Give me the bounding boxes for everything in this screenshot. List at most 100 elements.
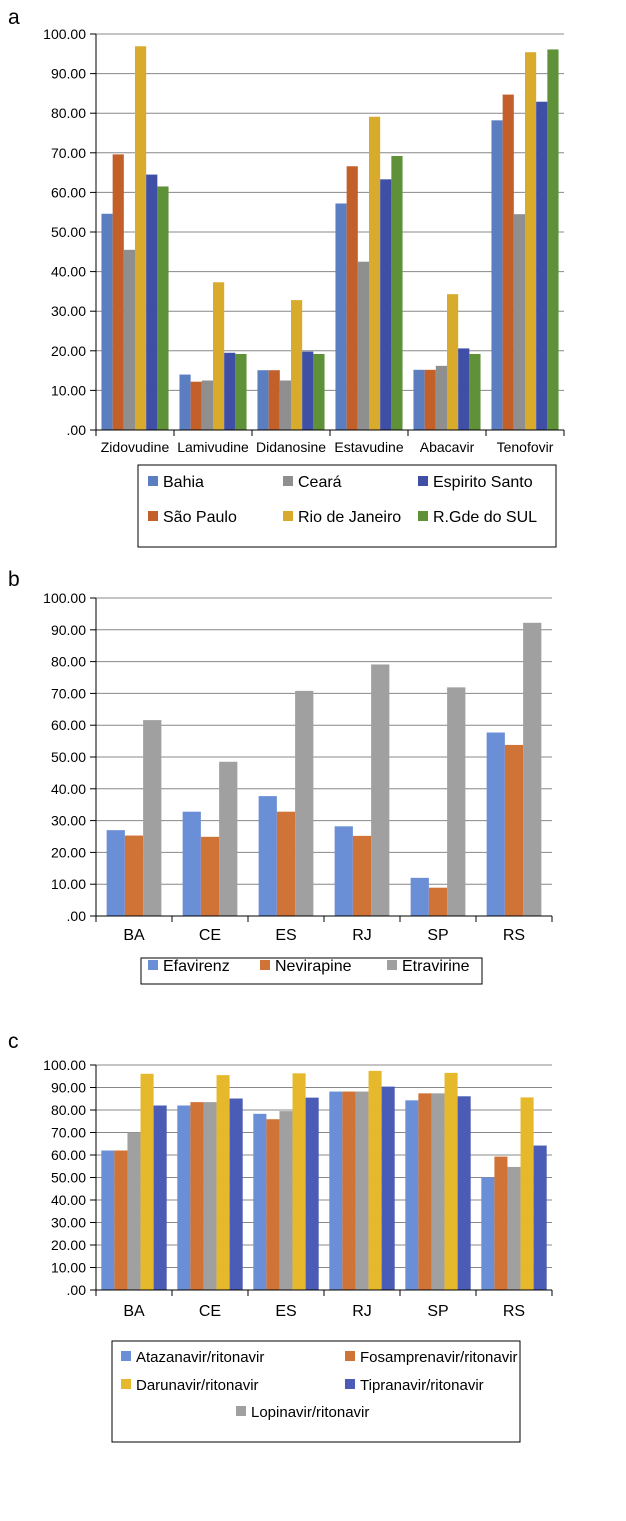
bar-c-s1-c5 bbox=[494, 1156, 508, 1290]
legend-entry: R.Gde do SUL bbox=[433, 509, 537, 526]
bar-c-s1-c3 bbox=[342, 1091, 356, 1290]
legend-entry: Bahia bbox=[163, 474, 204, 491]
legend-entry: Nevirapine bbox=[275, 958, 352, 975]
bar-b-s1-c4 bbox=[428, 887, 448, 916]
y-tick-label: 40.00 bbox=[51, 1192, 86, 1208]
bar-b-s2-c0 bbox=[143, 720, 162, 916]
y-tick-label: .00 bbox=[67, 908, 87, 924]
legend-swatch bbox=[418, 476, 428, 486]
bar-c-s4-c2 bbox=[305, 1097, 319, 1291]
bar-a-s5-c4 bbox=[469, 353, 481, 430]
y-tick-label: 80.00 bbox=[51, 1102, 86, 1118]
legend-swatch bbox=[283, 511, 293, 521]
legend-entry: São Paulo bbox=[163, 509, 237, 526]
legend-entry: Tipranavir/ritonavir bbox=[360, 1377, 484, 1394]
x-tick-label: RJ bbox=[352, 1303, 372, 1320]
bar-c-s4-c0 bbox=[153, 1105, 167, 1290]
x-tick-label: RJ bbox=[352, 927, 372, 944]
legend-swatch bbox=[260, 960, 270, 970]
bar-c-s2-c2 bbox=[279, 1111, 293, 1291]
bar-a-s5-c5 bbox=[547, 49, 559, 430]
legend-swatch bbox=[418, 511, 428, 521]
y-tick-label: .00 bbox=[67, 422, 87, 438]
y-tick-label: 90.00 bbox=[51, 66, 86, 82]
y-tick-label: 60.00 bbox=[51, 1147, 86, 1163]
chart-panel-c: c .00 10.00 20.00 30.00 40.00 50.00 60.00 70.00 8… bbox=[8, 1030, 553, 1443]
bar-a-s5-c1 bbox=[235, 353, 247, 430]
bar-a-s4-c3 bbox=[380, 179, 392, 430]
bar-b-s0-c1 bbox=[182, 811, 201, 916]
bar-b-s1-c1 bbox=[200, 836, 220, 916]
bar-c-s4-c4 bbox=[457, 1096, 471, 1290]
y-tick-label: 70.00 bbox=[51, 145, 86, 161]
x-tick-label: Estavudine bbox=[334, 439, 403, 455]
y-tick-label: 40.00 bbox=[51, 264, 86, 280]
bar-b-s1-c2 bbox=[276, 811, 296, 916]
bar-c-s2-c5 bbox=[507, 1166, 521, 1290]
legend-box bbox=[137, 464, 557, 548]
bar-c-s0-c4 bbox=[405, 1100, 419, 1290]
x-tick-label: SP bbox=[427, 927, 448, 944]
bar-b-s2-c4 bbox=[447, 687, 466, 916]
y-tick-label: 20.00 bbox=[51, 1237, 86, 1253]
bar-a-s5-c2 bbox=[313, 353, 325, 430]
x-tick-label: Tenofovir bbox=[497, 439, 554, 455]
bar-a-s0-c3 bbox=[335, 203, 347, 430]
bar-c-s3-c3 bbox=[368, 1070, 382, 1290]
legend-swatch bbox=[236, 1406, 246, 1416]
legend-swatch bbox=[345, 1379, 355, 1389]
legend-swatch bbox=[387, 960, 397, 970]
legend-swatch bbox=[121, 1351, 131, 1361]
legend: Bahia Ceará Espirito Santo São Paulo Rio de … bbox=[137, 464, 557, 548]
bar-c-s4-c5 bbox=[533, 1145, 547, 1290]
x-tick-label: ES bbox=[275, 927, 296, 944]
bar-c-s3-c4 bbox=[444, 1072, 458, 1291]
y-tick-label: 60.00 bbox=[51, 184, 86, 200]
bar-a-s0-c2 bbox=[257, 370, 269, 430]
legend-swatch bbox=[148, 511, 158, 521]
panel-label: c bbox=[8, 1030, 19, 1053]
bar-b-s0-c3 bbox=[334, 826, 353, 916]
legend-entry: Etravirine bbox=[402, 958, 470, 975]
bar-c-s0-c5 bbox=[481, 1177, 495, 1290]
x-tick-label: BA bbox=[123, 1303, 145, 1320]
x-tick-label: Abacavir bbox=[420, 439, 475, 455]
bar-c-s2-c1 bbox=[203, 1102, 217, 1291]
bar-c-s1-c1 bbox=[190, 1102, 204, 1291]
bar-a-s4-c4 bbox=[458, 348, 470, 430]
bar-a-s4-c5 bbox=[536, 101, 548, 430]
bar-a-s2-c3 bbox=[357, 261, 369, 430]
bar-a-s2-c2 bbox=[279, 380, 291, 430]
bar-c-s0-c2 bbox=[253, 1113, 267, 1290]
legend-box bbox=[140, 957, 483, 985]
chart-panel-a: a .00 10.00 20.00 30.00 40.00 50.00 60.00 70.00 8… bbox=[8, 6, 565, 548]
bar-a-s3-c3 bbox=[369, 116, 381, 430]
x-tick-label: CE bbox=[199, 927, 221, 944]
legend-entry: Atazanavir/ritonavir bbox=[136, 1349, 264, 1366]
bar-a-s3-c5 bbox=[525, 52, 537, 430]
bar-a-s0-c4 bbox=[413, 369, 425, 430]
bar-a-s1-c0 bbox=[112, 154, 124, 430]
x-tick-label: Zidovudine bbox=[101, 439, 170, 455]
bar-a-s4-c0 bbox=[146, 174, 158, 430]
bar-a-s3-c2 bbox=[291, 300, 303, 430]
bar-b-s0-c4 bbox=[410, 877, 429, 916]
legend-swatch bbox=[345, 1351, 355, 1361]
bar-a-s1-c2 bbox=[268, 370, 280, 430]
bar-a-s1-c5 bbox=[502, 94, 514, 430]
x-tick-label: SP bbox=[427, 1303, 448, 1320]
y-tick-label: 40.00 bbox=[51, 781, 86, 797]
x-tick-label: RS bbox=[503, 927, 525, 944]
y-tick-label: 70.00 bbox=[51, 685, 86, 701]
y-tick-label: 50.00 bbox=[51, 749, 86, 765]
y-tick-label: 100.00 bbox=[43, 1057, 86, 1073]
y-tick-label: 30.00 bbox=[51, 1215, 86, 1231]
x-tick-label: RS bbox=[503, 1303, 525, 1320]
legend: Efavirenz Nevirapine Etravirine bbox=[140, 957, 483, 985]
y-tick-label: 20.00 bbox=[51, 844, 86, 860]
bar-a-s4-c2 bbox=[302, 351, 314, 430]
bar-c-s0-c0 bbox=[101, 1150, 115, 1290]
y-tick-label: 20.00 bbox=[51, 343, 86, 359]
y-tick-label: 80.00 bbox=[51, 654, 86, 670]
